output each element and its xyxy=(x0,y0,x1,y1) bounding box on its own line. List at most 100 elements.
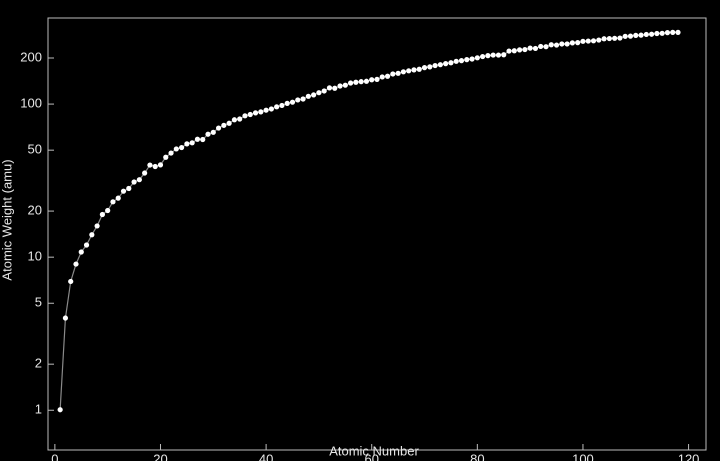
data-point xyxy=(163,154,169,160)
data-point xyxy=(480,53,486,60)
data-point xyxy=(601,36,607,42)
data-point xyxy=(464,57,470,63)
y-tick-label: 100 xyxy=(20,96,42,111)
data-point xyxy=(516,47,523,53)
data-point xyxy=(115,195,121,201)
data-point xyxy=(289,99,296,105)
data-point xyxy=(347,80,354,86)
data-point xyxy=(94,223,100,229)
data-point xyxy=(110,199,116,205)
data-point xyxy=(675,29,681,35)
data-point xyxy=(543,44,549,50)
data-point xyxy=(305,93,311,99)
data-point xyxy=(252,110,259,116)
y-tick-label: 5 xyxy=(35,295,42,310)
data-point xyxy=(643,31,649,38)
data-point xyxy=(342,82,348,88)
data-point xyxy=(179,144,185,151)
data-point xyxy=(73,261,79,267)
data-point xyxy=(279,102,285,109)
data-point xyxy=(527,45,533,51)
data-point xyxy=(522,46,528,53)
data-point xyxy=(353,79,359,85)
data-point xyxy=(670,29,676,35)
data-point xyxy=(622,33,628,39)
data-point xyxy=(152,163,158,170)
data-point xyxy=(126,185,132,192)
x-tick-label: 100 xyxy=(572,451,594,461)
data-point xyxy=(231,117,238,123)
data-point xyxy=(374,76,380,82)
data-point xyxy=(136,177,142,183)
data-point xyxy=(448,60,454,66)
data-point xyxy=(416,66,422,72)
data-point xyxy=(606,35,612,42)
data-point xyxy=(458,58,465,64)
data-point xyxy=(99,211,105,218)
x-tick-label: 120 xyxy=(678,451,700,461)
data-point xyxy=(142,170,148,176)
data-point xyxy=(659,30,665,36)
data-point xyxy=(221,122,227,128)
data-point xyxy=(210,129,216,135)
data-point xyxy=(437,62,443,68)
data-point xyxy=(501,52,507,58)
data-point xyxy=(485,53,491,59)
data-point xyxy=(395,70,401,76)
data-point xyxy=(316,90,322,96)
data-point xyxy=(237,116,243,122)
x-tick-label: 20 xyxy=(153,451,167,461)
y-tick-label: 50 xyxy=(28,142,42,157)
data-point xyxy=(406,68,412,74)
data-point xyxy=(78,249,84,255)
data-point xyxy=(226,120,232,126)
data-point xyxy=(147,162,153,168)
data-point xyxy=(168,150,174,156)
data-point xyxy=(443,61,449,67)
data-point xyxy=(284,100,290,106)
data-point xyxy=(469,56,475,62)
y-tick-label: 2 xyxy=(35,356,42,371)
data-point xyxy=(311,92,317,98)
data-point xyxy=(564,41,570,47)
data-point xyxy=(490,52,496,58)
x-tick-label: 60 xyxy=(364,451,378,461)
data-point xyxy=(559,41,565,47)
data-point xyxy=(83,242,90,248)
x-axis-label: Atomic Number xyxy=(329,443,419,458)
data-point xyxy=(295,97,301,103)
data-point xyxy=(247,111,253,118)
data-point xyxy=(532,45,539,52)
data-point xyxy=(617,35,623,41)
data-point xyxy=(432,62,438,69)
data-point xyxy=(538,43,544,50)
data-point xyxy=(157,162,164,168)
data-point xyxy=(553,42,560,48)
data-point xyxy=(120,188,127,194)
x-tick-label: 40 xyxy=(259,451,273,461)
data-point xyxy=(664,30,671,36)
data-point xyxy=(274,104,280,110)
data-point xyxy=(242,113,248,119)
data-point xyxy=(68,278,74,285)
data-point xyxy=(575,40,581,46)
data-point xyxy=(321,88,327,94)
data-point xyxy=(332,85,338,91)
data-point xyxy=(184,141,190,147)
data-point xyxy=(511,48,517,54)
data-point xyxy=(131,179,137,185)
data-point xyxy=(627,33,634,39)
data-point xyxy=(189,140,195,146)
data-point xyxy=(453,58,459,64)
data-point xyxy=(590,38,597,44)
data-point xyxy=(200,136,206,143)
data-point xyxy=(369,77,375,83)
data-point xyxy=(421,65,428,71)
data-point xyxy=(57,407,63,413)
data-point xyxy=(215,125,222,131)
plot-frame xyxy=(47,17,707,451)
y-tick-label: 200 xyxy=(20,49,42,64)
